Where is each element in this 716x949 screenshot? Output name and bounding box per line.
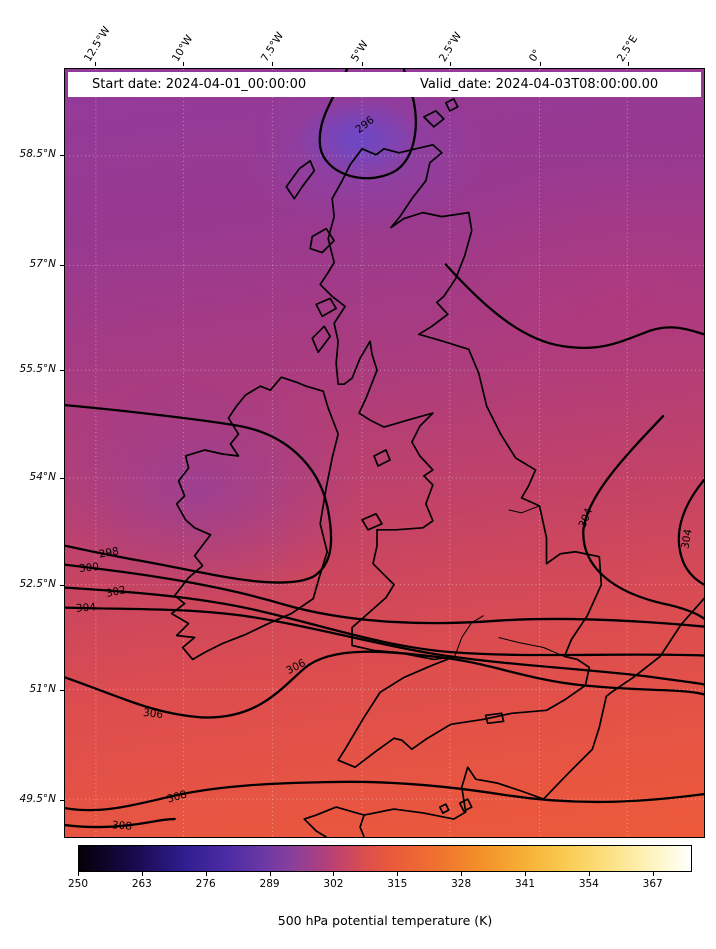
colorbar-tick-label: 315 <box>387 878 408 890</box>
contour-304-right-a <box>582 414 704 620</box>
map-svg <box>65 69 704 837</box>
contour-300 <box>65 563 704 628</box>
contour-304-right-b <box>677 478 704 586</box>
lon-tick-mark <box>540 62 541 66</box>
top-axis: 12.5°W 10°W 7.5°W 5°W 2.5°W 0° 2.5°E <box>0 0 716 66</box>
lat-tick-mark <box>60 265 64 266</box>
contour-308-b <box>65 817 176 829</box>
colorbar-tick-mark <box>461 872 463 876</box>
colorbar-tick-label: 367 <box>642 878 663 890</box>
colorbar-tick-label: 250 <box>67 878 89 890</box>
lon-tick-mark <box>362 62 363 66</box>
colorbar-tick-mark <box>333 872 335 876</box>
graticule-grid-lines <box>65 69 704 837</box>
contour-302 <box>65 586 704 657</box>
lat-tick-label: 57°N <box>29 258 56 270</box>
contour-306 <box>65 650 704 719</box>
lon-tick-label: 2.5°E <box>614 33 641 64</box>
contour-304 <box>65 606 704 686</box>
colorbar-tick-label: 276 <box>195 878 216 890</box>
lat-tick-mark <box>60 800 64 801</box>
contour-298 <box>65 403 333 584</box>
lon-tick-mark <box>95 62 96 66</box>
lat-tick-label: 55.5°N <box>19 363 56 375</box>
lat-tick-label: 58.5°N <box>19 148 56 160</box>
start-date-text: Start date: 2024-04-01_00:00:00 <box>92 77 307 92</box>
colorbar-tick-label: 289 <box>259 878 280 890</box>
lon-tick-label: 12.5°W <box>81 24 113 65</box>
coastlines <box>170 98 704 837</box>
rivers <box>454 505 565 657</box>
colorbar-gradient <box>78 845 692 872</box>
lat-tick-mark <box>60 370 64 371</box>
left-axis: 58.5°N 57°N 55.5°N 54°N 52.5°N 51°N 49.5°N <box>0 0 64 949</box>
colorbar-tick-mark <box>397 872 399 876</box>
lat-tick-mark <box>60 478 64 479</box>
contour-308-a <box>65 780 704 812</box>
lat-tick-label: 49.5°N <box>19 793 56 805</box>
colorbar-tick-label: 328 <box>451 878 472 890</box>
islands <box>285 98 505 814</box>
contour-right-upper <box>444 263 704 350</box>
brittany-inlet-coastline <box>359 814 365 837</box>
lon-tick-mark <box>628 62 629 66</box>
lon-tick-label: 5°W <box>348 38 371 64</box>
lon-tick-label: 10°W <box>169 33 196 64</box>
colorbar-tick-mark <box>205 872 207 876</box>
colorbar-tick-label: 263 <box>131 878 152 890</box>
colorbar-tick-mark <box>588 872 590 876</box>
colorbar-label: 500 hPa potential temperature (K) <box>277 913 493 928</box>
lon-tick-label: 2.5°W <box>436 30 465 64</box>
valid-date-text: Valid_date: 2024-04-03T08:00:00.00 <box>420 77 659 92</box>
lon-tick-mark <box>272 62 273 66</box>
colorbar-tick-label: 302 <box>323 878 344 890</box>
great-britain-coastline <box>319 143 603 769</box>
ireland-coastline <box>170 376 339 661</box>
colorbar-tick-label: 354 <box>578 878 599 890</box>
lat-tick-label: 54°N <box>29 471 56 483</box>
map-header-bar: Start date: 2024-04-01_00:00:00 Valid_da… <box>68 72 701 97</box>
continental-coastline <box>303 597 704 837</box>
lat-tick-mark <box>60 690 64 691</box>
lon-tick-label: 7.5°W <box>258 30 287 64</box>
lon-tick-mark <box>450 62 451 66</box>
lat-tick-mark <box>60 585 64 586</box>
contour-lines <box>65 69 704 829</box>
lon-tick-mark <box>183 62 184 66</box>
colorbar-tick-mark <box>269 872 271 876</box>
colorbar-tick-mark <box>652 872 654 876</box>
lat-tick-label: 51°N <box>29 683 56 695</box>
lat-tick-label: 52.5°N <box>19 578 56 590</box>
colorbar-tick-label: 341 <box>514 878 536 890</box>
map-canvas: 296 298 300 302 304 304 304 306 306 308 308 Start … <box>64 68 705 838</box>
colorbar-tick-mark <box>78 872 79 876</box>
colorbar-ticks: 250 263 276 289 302 315 328 341 354 367 <box>68 872 692 896</box>
colorbar-tick-mark <box>524 872 526 876</box>
colorbar-tick-mark <box>141 872 143 876</box>
lat-tick-mark <box>60 155 64 156</box>
